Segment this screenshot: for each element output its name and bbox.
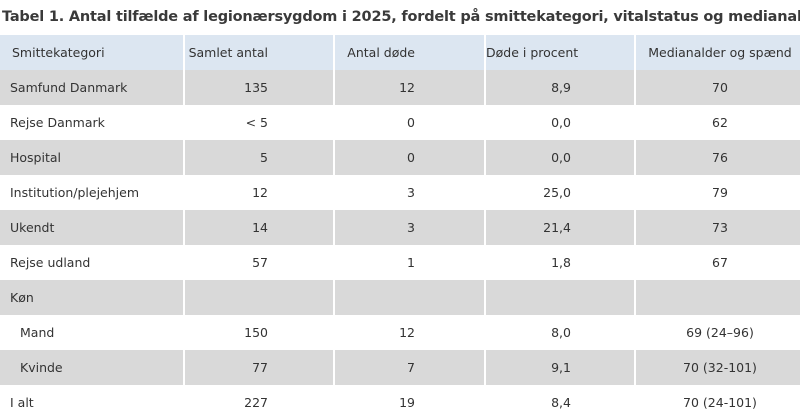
table-cell: 25,0: [486, 175, 634, 210]
table-cell: 12: [335, 315, 484, 350]
table-cell: 227: [185, 385, 333, 420]
table-cell: 77: [185, 350, 333, 385]
table-cell: 57: [185, 245, 333, 280]
row-label: Mand: [0, 315, 183, 350]
table-cell: 73: [636, 210, 800, 245]
table-cell: 70 (32-101): [636, 350, 800, 385]
row-label: Rejse udland: [0, 245, 183, 280]
table-cell: 12: [185, 175, 333, 210]
header-cell: Smittekategori: [0, 35, 183, 70]
row-label: Institution/plejehjem: [0, 175, 183, 210]
table-cell: 150: [185, 315, 333, 350]
header-cell: Samlet antal: [185, 35, 333, 70]
table-cell: 0,0: [486, 105, 634, 140]
table-cell: 8,4: [486, 385, 634, 420]
empty-cell: [335, 280, 484, 315]
table-cell: 69 (24–96): [636, 315, 800, 350]
table-cell: 0,0: [486, 140, 634, 175]
table-cell: 0: [335, 105, 484, 140]
table-cell: 21,4: [486, 210, 634, 245]
row-label: Hospital: [0, 140, 183, 175]
table-cell: 7: [335, 350, 484, 385]
table-cell: 1,8: [486, 245, 634, 280]
table-cell: 79: [636, 175, 800, 210]
table-cell: 9,1: [486, 350, 634, 385]
row-label: Ukendt: [0, 210, 183, 245]
row-label: Kvinde: [0, 350, 183, 385]
empty-cell: [486, 280, 634, 315]
empty-cell: [636, 280, 800, 315]
row-label: Rejse Danmark: [0, 105, 183, 140]
table: Smittekategori Samlet antal Antal døde Døde…: [0, 35, 800, 420]
table-cell: 5: [185, 140, 333, 175]
table-cell: 135: [185, 70, 333, 105]
table-cell: 70: [636, 70, 800, 105]
row-label: I alt: [0, 385, 183, 420]
table-cell: 1: [335, 245, 484, 280]
header-cell: Døde i procent: [486, 35, 634, 70]
table-cell: 19: [335, 385, 484, 420]
table-title: Tabel 1. Antal tilfælde af legionærsygdo…: [2, 9, 800, 25]
row-label: Køn: [0, 280, 183, 315]
table-cell: 12: [335, 70, 484, 105]
header-cell: Medianalder og spænd: [636, 35, 800, 70]
empty-cell: [185, 280, 333, 315]
header-cell: Antal døde: [335, 35, 484, 70]
table-cell: 3: [335, 210, 484, 245]
table-cell: 8,9: [486, 70, 634, 105]
table-cell: 70 (24-101): [636, 385, 800, 420]
table-cell: < 5: [185, 105, 333, 140]
table-cell: 8,0: [486, 315, 634, 350]
table-cell: 67: [636, 245, 800, 280]
table-cell: 3: [335, 175, 484, 210]
table-cell: 0: [335, 140, 484, 175]
table-cell: 76: [636, 140, 800, 175]
row-label: Samfund Danmark: [0, 70, 183, 105]
table-cell: 14: [185, 210, 333, 245]
table-cell: 62: [636, 105, 800, 140]
